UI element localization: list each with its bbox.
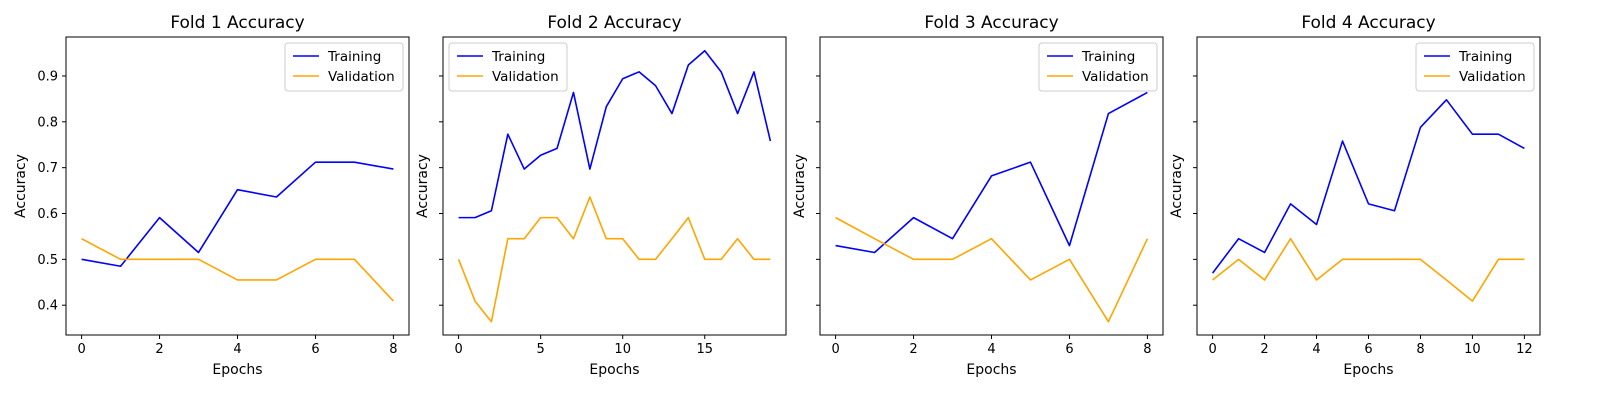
x-tick-label: 0 (454, 342, 462, 357)
legend-label-validation: Validation (328, 69, 395, 85)
y-tick-label: 0.4 (37, 299, 58, 314)
x-tick-label: 6 (311, 342, 319, 357)
chart-panel-1: Fold 1 Accuracy 0 2 4 6 8 0.4 0.5 0.6 0.7 0.8 0.9 Ep… (13, 13, 410, 378)
series-line-training (835, 91, 1148, 254)
x-tick-label: 8 (389, 342, 397, 357)
x-tick-label: 15 (696, 342, 713, 357)
y-tick-label: 0.8 (37, 115, 58, 130)
x-tick-label: 4 (233, 342, 241, 357)
legend: Training Validation (284, 42, 404, 92)
chart-title: Fold 2 Accuracy (547, 13, 681, 33)
legend-label-validation: Validation (492, 69, 559, 85)
series-line-training (81, 161, 394, 268)
series-line-validation (81, 238, 394, 302)
chart-panel-4: Fold 4 Accuracy 0 2 4 6 8 10 12 Epochs Accuracy Tr… (1169, 13, 1541, 378)
chart-panel-3: Fold 3 Accuracy 0 2 4 6 8 Epochs Accuracy Traini… (792, 13, 1164, 378)
x-tick-label: 4 (1312, 342, 1320, 357)
legend-label-training: Training (1458, 49, 1512, 65)
legend-box (284, 42, 404, 92)
series-line-training (458, 49, 772, 219)
x-tick-label: 0 (1208, 342, 1216, 357)
series-line-validation (1212, 237, 1525, 302)
legend-label-training: Training (491, 49, 545, 65)
legend-box (1038, 42, 1158, 92)
y-axis-label: Accuracy (792, 154, 808, 218)
legend-label-training: Training (327, 49, 381, 65)
y-axis-label: Accuracy (415, 154, 431, 218)
x-axis-label: Epochs (212, 362, 262, 378)
legend: Training Validation (448, 42, 568, 92)
y-tick-label: 0.6 (37, 207, 58, 222)
legend-label-validation: Validation (1082, 69, 1149, 85)
legend-label-training: Training (1081, 49, 1135, 65)
y-axis-label: Accuracy (1169, 154, 1185, 218)
y-tick-label: 0.7 (37, 161, 58, 176)
series-line-validation (457, 196, 771, 323)
x-tick-label: 8 (1416, 342, 1424, 357)
y-axis-label: Accuracy (13, 154, 29, 218)
legend-label-validation: Validation (1459, 69, 1526, 85)
x-tick-label: 10 (1464, 342, 1481, 357)
x-tick-label: 6 (1364, 342, 1372, 357)
chart-title: Fold 3 Accuracy (924, 13, 1058, 33)
x-axis-label: Epochs (966, 362, 1016, 378)
x-axis-label: Epochs (589, 362, 639, 378)
x-tick-label: 4 (987, 342, 995, 357)
x-tick-label: 10 (614, 342, 631, 357)
y-tick-label: 0.9 (37, 69, 58, 84)
x-axis-label: Epochs (1343, 362, 1393, 378)
x-tick-label: 5 (537, 342, 545, 357)
legend-box (448, 42, 568, 92)
legend: Training Validation (1038, 42, 1158, 92)
chart-title: Fold 4 Accuracy (1301, 13, 1435, 33)
x-tick-label: 2 (1260, 342, 1268, 357)
axes-frame (442, 36, 787, 336)
legend-box (1415, 42, 1535, 92)
y-tick-label: 0.5 (37, 253, 58, 268)
x-tick-label: 2 (155, 342, 163, 357)
chart-panel-2: Fold 2 Accuracy 0 5 10 15 Epochs Accuracy Train… (415, 13, 787, 378)
x-tick-label: 12 (1516, 342, 1533, 357)
x-tick-label: 6 (1065, 342, 1073, 357)
x-tick-label: 2 (909, 342, 917, 357)
x-tick-label: 8 (1143, 342, 1151, 357)
legend: Training Validation (1415, 42, 1535, 92)
series-line-validation (835, 216, 1149, 323)
series-line-training (1211, 99, 1525, 274)
chart-title: Fold 1 Accuracy (170, 13, 304, 33)
x-tick-label: 0 (831, 342, 839, 357)
x-tick-label: 0 (77, 342, 85, 357)
